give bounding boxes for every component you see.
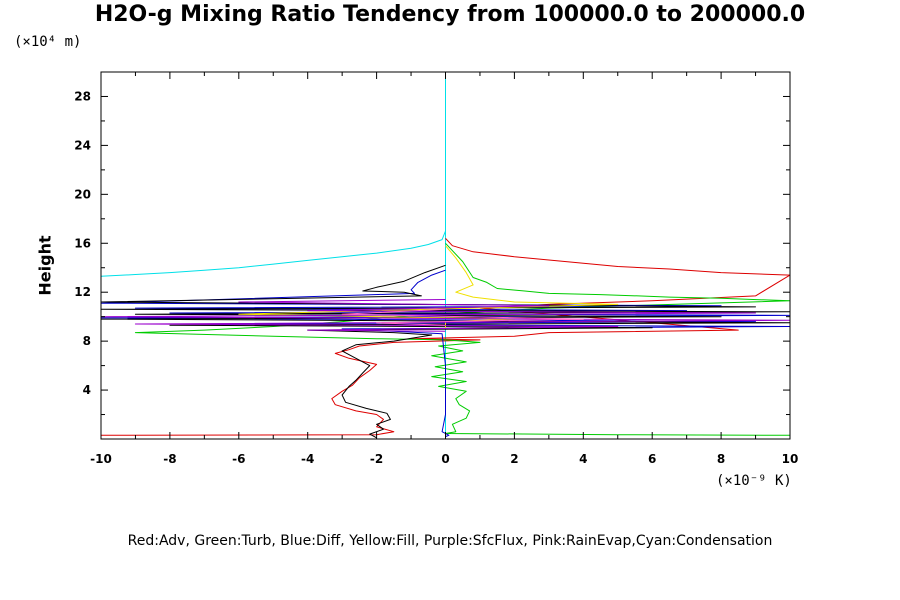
series-line <box>100 238 791 436</box>
x-tick-label: 10 <box>782 452 799 466</box>
y-tick-label: 4 <box>83 383 91 397</box>
x-tick-label: 6 <box>648 452 656 466</box>
series-layer <box>100 71 791 439</box>
y-tick-label: 8 <box>83 334 91 348</box>
y-tick-label: 12 <box>74 285 91 299</box>
x-tick-label: 0 <box>441 452 449 466</box>
legend-footer: Red:Adv, Green:Turb, Blue:Diff, Yellow:F… <box>127 533 773 549</box>
series-line <box>100 264 791 439</box>
x-tick-label: -4 <box>301 452 314 466</box>
chart-title: H2O-g Mixing Ratio Tendency from 100000.… <box>94 2 806 27</box>
x-tick-label: 8 <box>717 452 725 466</box>
series-line <box>100 71 446 438</box>
x-tick-label: -8 <box>163 452 176 466</box>
y-tick-label: 16 <box>74 236 91 250</box>
series-line <box>341 308 584 326</box>
x-tick-label: 4 <box>579 452 587 466</box>
y-tick-label: 20 <box>74 187 91 201</box>
x-axis-unit: (×10⁻⁹ K) <box>716 473 792 489</box>
x-tick-label: -10 <box>90 452 112 466</box>
x-tick-label: -2 <box>370 452 383 466</box>
y-tick-label: 28 <box>74 89 91 103</box>
y-axis-unit: (×10⁴ m) <box>14 34 82 50</box>
x-tick-label: 2 <box>510 452 518 466</box>
series-line <box>134 242 791 436</box>
x-tick-label: -6 <box>232 452 245 466</box>
y-tick-label: 24 <box>74 138 91 152</box>
